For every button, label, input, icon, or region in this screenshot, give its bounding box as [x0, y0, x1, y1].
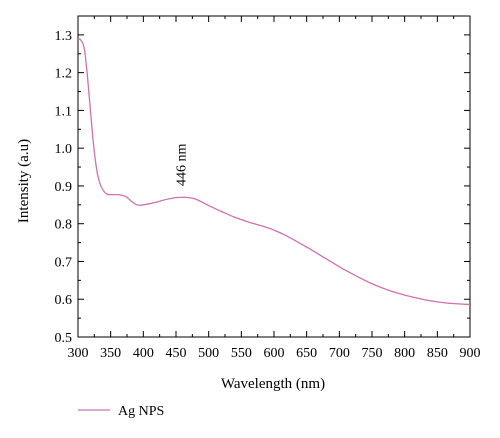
x-tick-label: 650 — [296, 346, 317, 361]
plot-border — [77, 15, 471, 338]
y-tick-label: 0.9 — [55, 180, 73, 195]
x-tick-label: 750 — [362, 346, 383, 361]
y-tick-label: 0.7 — [55, 255, 73, 270]
plot-frame — [77, 15, 471, 338]
x-axis-title: Wavelength (nm) — [221, 376, 325, 392]
x-tick-label: 300 — [68, 346, 89, 361]
x-tick-label: 450 — [166, 346, 187, 361]
y-axis-ticks: 0.5 0.6 0.7 0.8 0.9 1.0 1.1 1.2 1.3 — [55, 29, 470, 346]
y-tick-label: 0.8 — [55, 218, 73, 233]
series-layer — [77, 38, 471, 306]
y-tick-label: 1.1 — [55, 104, 73, 119]
x-tick-label: 850 — [427, 346, 448, 361]
y-tick-label: 1.0 — [55, 142, 73, 157]
annotation-layer: 446 nm — [174, 143, 189, 186]
y-tick-label: 1.3 — [55, 29, 73, 44]
x-tick-label: 900 — [460, 346, 481, 361]
x-tick-label: 700 — [329, 346, 350, 361]
x-tick-label: 600 — [264, 346, 285, 361]
x-tick-label: 350 — [100, 346, 121, 361]
series-line-ag-nps — [77, 38, 471, 306]
x-tick-label: 550 — [231, 346, 252, 361]
x-axis-ticks: 300 350 400 450 500 550 600 650 700 750 800 850 900 — [68, 16, 481, 361]
x-tick-label: 800 — [394, 346, 415, 361]
y-axis-title: Intensity (a.u) — [16, 139, 32, 223]
y-tick-label: 0.6 — [55, 293, 73, 308]
x-tick-label: 500 — [198, 346, 219, 361]
y-tick-label: 1.2 — [55, 67, 73, 82]
x-tick-label: 400 — [133, 346, 154, 361]
legend: Ag NPS — [78, 404, 164, 419]
peak-annotation: 446 nm — [174, 143, 189, 186]
y-tick-label: 0.5 — [55, 331, 73, 346]
legend-label-ag-nps: Ag NPS — [118, 404, 164, 419]
